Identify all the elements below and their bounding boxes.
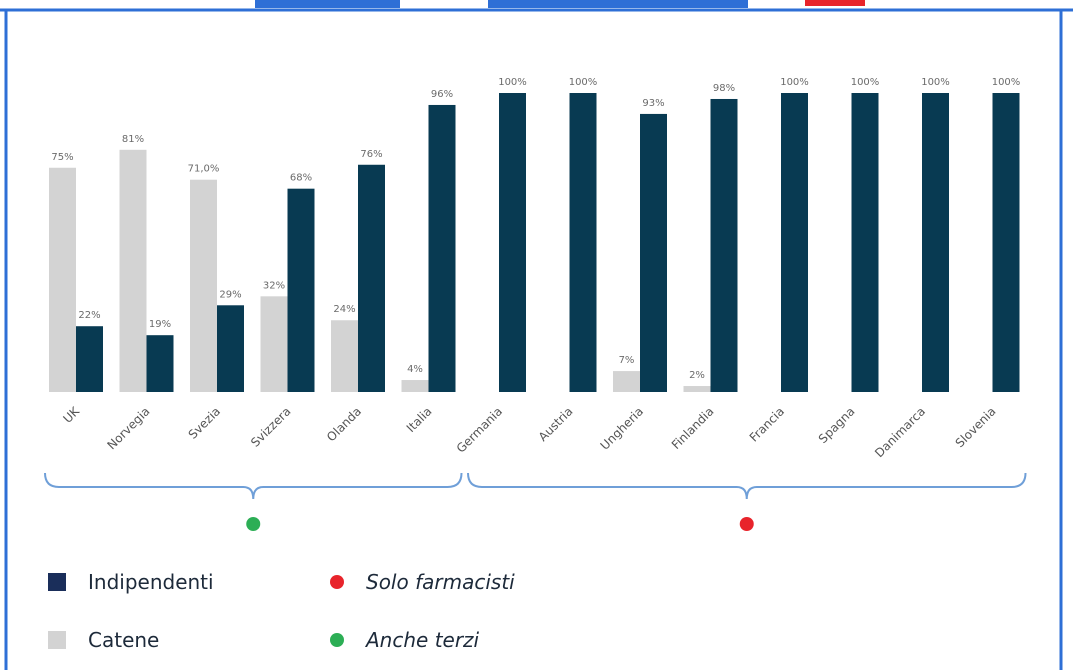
value-label-independent-6: 100%	[498, 77, 527, 88]
value-label-independent-5: 96%	[431, 89, 453, 100]
bar-independent-2	[217, 305, 244, 392]
bar-chains-2	[190, 179, 217, 392]
category-label-3: Svizzera	[248, 404, 293, 449]
category-label-7: Austria	[536, 404, 576, 444]
value-label-chains-8: 7%	[619, 355, 635, 366]
value-labels-layer: 75% 22% 81% 19% 71,0% 29% 32% 68% 24% 76% 4% 96% 100…	[51, 77, 1020, 381]
bar-independent-0	[76, 326, 103, 392]
bar-independent-13	[992, 93, 1020, 392]
category-label-6: Germania	[454, 404, 505, 455]
legend-label-pharmacists-only: Solo farmacisti	[366, 570, 515, 594]
value-label-independent-10: 100%	[780, 77, 809, 88]
red-dot-icon	[739, 517, 754, 531]
value-label-independent-4: 76%	[360, 149, 382, 160]
value-label-chains-4: 24%	[333, 304, 355, 315]
bar-chains-5	[401, 380, 429, 392]
value-label-independent-13: 100%	[992, 77, 1021, 88]
bar-independent-10	[781, 93, 808, 392]
value-label-chains-1: 81%	[122, 134, 144, 145]
legend-swatch-chains	[48, 631, 66, 649]
value-label-chains-2: 71,0%	[188, 164, 220, 175]
category-label-9: Finlandia	[669, 404, 717, 452]
red-dot-icon	[330, 575, 344, 589]
bar-chains-3	[260, 296, 288, 392]
value-label-independent-3: 68%	[290, 173, 312, 184]
green-dot-icon	[330, 633, 344, 647]
value-label-independent-2: 29%	[219, 289, 241, 300]
green-dot-icon	[246, 517, 261, 531]
group-bracket-0	[44, 472, 463, 500]
value-label-chains-9: 2%	[689, 370, 705, 381]
legend-item-pharmacists-only: Solo farmacisti	[330, 570, 515, 594]
bar-chains-9	[683, 386, 711, 392]
bar-independent-12	[922, 93, 949, 392]
legend-swatch-independent	[48, 573, 66, 591]
category-label-13: Slovenia	[953, 404, 999, 450]
bar-independent-3	[287, 188, 315, 392]
title-fragment-1	[255, 0, 400, 8]
bar-chains-1	[119, 149, 147, 392]
value-label-independent-11: 100%	[851, 77, 880, 88]
bar-independent-6	[499, 93, 526, 392]
legend-label-independent: Indipendenti	[88, 570, 214, 594]
bar-independent-1	[146, 335, 174, 392]
legend-label-also-others: Anche terzi	[366, 628, 480, 652]
bar-independent-8	[640, 113, 667, 393]
legend-item-chains: Catene	[48, 628, 159, 652]
category-label-5: Italia	[404, 404, 435, 435]
legend-item-also-others: Anche terzi	[330, 628, 479, 652]
group-brackets	[44, 472, 1027, 531]
bar-chains-0	[49, 167, 76, 392]
bar-independent-4	[358, 164, 385, 392]
category-labels-layer: UK Norvegia Svezia Svizzera Olanda Italia Germ…	[60, 403, 998, 460]
category-label-8: Ungheria	[598, 404, 647, 453]
category-label-1: Norvegia	[105, 404, 153, 452]
value-label-independent-8: 93%	[642, 98, 664, 109]
value-label-independent-0: 22%	[78, 310, 100, 321]
title-fragment-2	[488, 0, 748, 8]
category-label-10: Francia	[747, 404, 787, 444]
value-label-chains-5: 4%	[407, 364, 423, 375]
bar-independent-11	[851, 93, 879, 392]
bar-chains-8	[613, 371, 640, 392]
bar-independent-7	[569, 93, 597, 392]
category-label-0: UK	[60, 403, 82, 425]
bar-independent-9	[710, 98, 738, 392]
bar-chains-4	[331, 320, 358, 392]
bars-layer	[49, 93, 1020, 393]
category-label-4: Olanda	[324, 404, 364, 444]
value-label-independent-12: 100%	[921, 77, 950, 88]
category-label-2: Svezia	[186, 404, 224, 442]
category-label-11: Spagna	[816, 404, 858, 446]
title-fragment-3	[805, 0, 865, 6]
value-label-chains-0: 75%	[51, 152, 73, 163]
value-label-independent-7: 100%	[569, 77, 598, 88]
value-label-independent-9: 98%	[713, 83, 735, 94]
value-label-independent-1: 19%	[149, 319, 171, 330]
legend-label-chains: Catene	[88, 628, 160, 652]
value-label-chains-3: 32%	[263, 280, 285, 291]
category-label-12: Danimarca	[872, 404, 928, 460]
group-bracket-1	[467, 472, 1027, 500]
legend-item-independent: Indipendenti	[48, 570, 214, 594]
bar-independent-5	[428, 104, 456, 393]
